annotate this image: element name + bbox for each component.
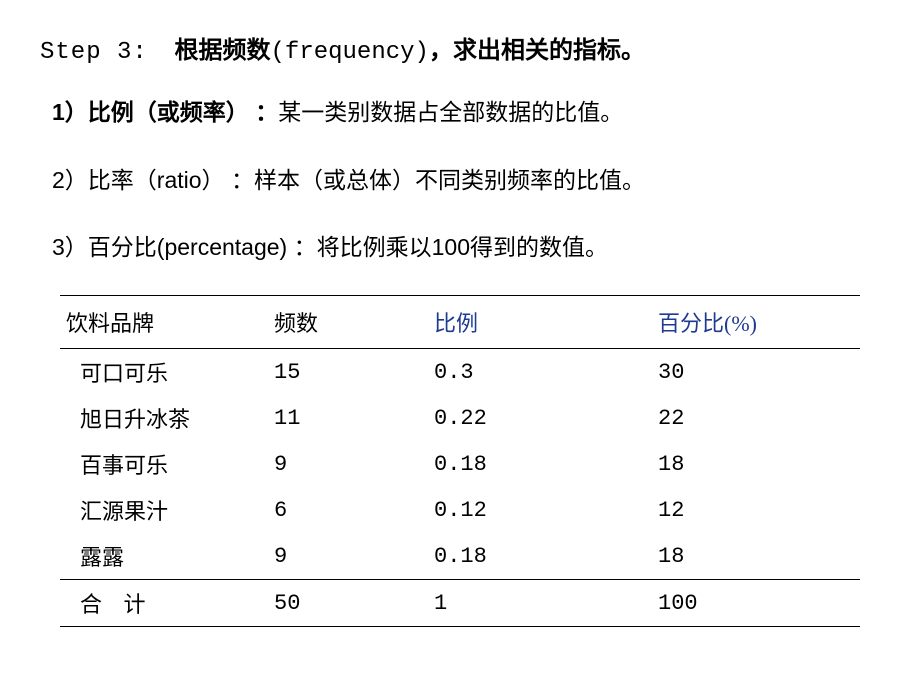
freq-en: (frequency) xyxy=(271,39,429,66)
table-row: 汇源果汁 6 0.12 12 xyxy=(60,487,860,533)
table-row: 可口可乐 15 0.3 30 xyxy=(60,349,860,396)
definition-1: 1）比例（或频率） ：某一类别数据占全部数据的比值。 xyxy=(52,94,880,132)
table-row: 露露 9 0.18 18 xyxy=(60,533,860,580)
cell-total-brand: 合 计 xyxy=(60,580,268,627)
cell-pct: 18 xyxy=(652,441,860,487)
d2-term-pre: 比率（ xyxy=(88,167,157,193)
cell-freq: 15 xyxy=(268,349,428,396)
step-label: Step 3: xyxy=(40,39,148,66)
d3-num: 3） xyxy=(52,234,88,260)
cell-brand: 汇源果汁 xyxy=(60,487,268,533)
table-header-row: 饮料品牌 频数 比例 百分比(%) xyxy=(60,296,860,349)
cell-prop: 0.18 xyxy=(428,533,652,580)
d2-body: 样本（或总体）不同类别频率的比值。 xyxy=(254,167,645,193)
cell-prop: 0.3 xyxy=(428,349,652,396)
d3-colon: ： xyxy=(294,234,317,260)
d3-term-pre: 百分比 xyxy=(88,234,157,260)
cell-freq: 9 xyxy=(268,533,428,580)
table-row: 旭日升冰茶 11 0.22 22 xyxy=(60,395,860,441)
d1-colon: ： xyxy=(255,99,278,125)
table-body: 可口可乐 15 0.3 30 旭日升冰茶 11 0.22 22 百事可乐 9 0… xyxy=(60,349,860,627)
cell-prop: 0.22 xyxy=(428,395,652,441)
cell-pct: 22 xyxy=(652,395,860,441)
cell-prop: 0.12 xyxy=(428,487,652,533)
d2-term-en: ratio xyxy=(157,167,202,193)
d1-term: 比例（或频率） xyxy=(88,99,249,125)
th-brand: 饮料品牌 xyxy=(60,296,268,349)
cell-pct: 12 xyxy=(652,487,860,533)
bold-part2: 求出相关的指标。 xyxy=(453,37,645,64)
table-row: 百事可乐 9 0.18 18 xyxy=(60,441,860,487)
d2-num: 2） xyxy=(52,167,88,193)
cell-total-pct: 100 xyxy=(652,580,860,627)
bold-part1: 根据频数 xyxy=(175,37,271,64)
definition-2: 2）比率（ratio） ：样本（或总体）不同类别频率的比值。 xyxy=(52,162,880,199)
cell-brand: 可口可乐 xyxy=(60,349,268,396)
cell-brand: 百事可乐 xyxy=(60,441,268,487)
d3-body-num: 100 xyxy=(432,234,470,260)
definitions: 1）比例（或频率） ：某一类别数据占全部数据的比值。 2）比率（ratio） ：… xyxy=(40,94,880,265)
d1-body: 某一类别数据占全部数据的比值。 xyxy=(278,100,623,125)
cell-total-prop: 1 xyxy=(428,580,652,627)
cell-freq: 11 xyxy=(268,395,428,441)
th-freq: 频数 xyxy=(268,296,428,349)
cell-brand: 旭日升冰茶 xyxy=(60,395,268,441)
th-pct: 百分比(%) xyxy=(652,296,860,349)
cell-freq: 6 xyxy=(268,487,428,533)
data-table-wrap: 饮料品牌 频数 比例 百分比(%) 可口可乐 15 0.3 30 旭日升冰茶 1… xyxy=(40,295,880,627)
cell-freq: 9 xyxy=(268,441,428,487)
th-prop: 比例 xyxy=(428,296,652,349)
table-total-row: 合 计 50 1 100 xyxy=(60,580,860,627)
step-header: Step 3: 根据频数(frequency)，求出相关的指标。 xyxy=(40,30,880,66)
cell-prop: 0.18 xyxy=(428,441,652,487)
cell-pct: 30 xyxy=(652,349,860,396)
d3-body-post: 得到的数值。 xyxy=(470,234,608,260)
frequency-table: 饮料品牌 频数 比例 百分比(%) 可口可乐 15 0.3 30 旭日升冰茶 1… xyxy=(60,295,860,627)
definition-3: 3）百分比(percentage) ：将比例乘以100得到的数值。 xyxy=(52,229,880,266)
d1-num: 1） xyxy=(52,99,88,125)
d2-colon: ： xyxy=(231,167,254,193)
d3-term-en: (percentage) xyxy=(157,234,287,260)
d2-term-post: ） xyxy=(202,167,225,193)
bold-sep: ， xyxy=(429,37,453,64)
cell-pct: 18 xyxy=(652,533,860,580)
cell-brand: 露露 xyxy=(60,533,268,580)
cell-total-freq: 50 xyxy=(268,580,428,627)
d3-body-pre: 将比例乘以 xyxy=(317,234,432,260)
